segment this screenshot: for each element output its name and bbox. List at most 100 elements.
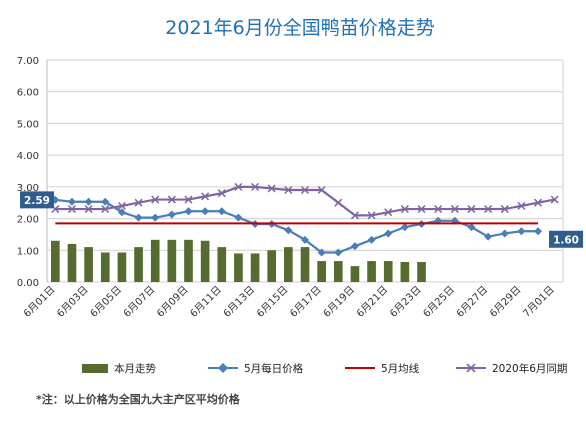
point-x <box>151 195 160 204</box>
x-tick-label: 6月13日 <box>221 284 257 320</box>
bar <box>267 250 277 282</box>
x-tick-label: 6月17日 <box>288 284 324 320</box>
x-tick-label: 6月01日 <box>21 284 57 320</box>
point-x <box>217 189 226 198</box>
point-diamond <box>201 207 210 216</box>
value-label-box <box>20 191 54 209</box>
point-diamond <box>67 197 76 206</box>
point-diamond <box>234 213 243 222</box>
bar <box>383 261 393 282</box>
x-tick-label: 6月27日 <box>454 284 490 320</box>
x-tick-label: 6月05日 <box>88 284 124 320</box>
y-axis-ticks: 0.00 1.00 2.00 3.00 4.00 5.00 6.00 7.00 <box>17 56 39 289</box>
legend-item-may-daily: 5月每日价格 <box>208 357 303 379</box>
legend-swatch-redline <box>345 367 375 369</box>
legend-label: 5月每日价格 <box>244 362 304 375</box>
point-x <box>267 184 276 193</box>
x-tick-label: 6月03日 <box>55 284 91 320</box>
bar <box>67 243 77 282</box>
bar <box>250 253 260 282</box>
bar <box>150 239 160 282</box>
lines <box>51 182 559 257</box>
x-axis-ticks: 6月01日6月03日6月05日6月07日6月09日6月11日6月13日6月15日… <box>21 284 556 320</box>
point-x <box>117 201 126 210</box>
legend-item-bar: 本月走势 <box>82 357 156 379</box>
bar <box>84 247 93 282</box>
y-tick-label: 7.00 <box>17 56 39 67</box>
bar <box>367 261 376 282</box>
point-x <box>417 205 426 214</box>
point-x <box>500 205 509 214</box>
x-tick-label: 6月29日 <box>487 284 523 320</box>
legend-label: 5月均线 <box>381 362 420 375</box>
point-x <box>367 211 376 220</box>
x-tick-label: 6月15日 <box>254 284 290 320</box>
point-diamond <box>367 235 376 244</box>
legend-swatch-bar <box>82 363 108 373</box>
point-x <box>450 205 459 214</box>
point-x <box>234 182 243 191</box>
point-diamond <box>534 227 543 236</box>
point-x <box>284 185 293 195</box>
point-diamond <box>151 213 160 222</box>
point-diamond <box>484 232 493 241</box>
point-diamond <box>317 248 326 257</box>
bar <box>400 262 410 282</box>
series-line <box>55 198 539 254</box>
x-tick-label: 6月19日 <box>321 284 357 320</box>
x-tick-label: 6月21日 <box>354 284 390 320</box>
point-diamond <box>467 223 476 232</box>
point-x <box>350 211 359 220</box>
bar <box>134 247 143 282</box>
point-diamond <box>284 226 293 235</box>
chart-title: 2021年6月份全国鸭苗价格走势 <box>165 17 434 39</box>
bars <box>50 239 426 282</box>
point-x <box>251 182 260 191</box>
point-x <box>300 185 310 195</box>
point-x <box>434 205 443 214</box>
value-label-box <box>549 230 584 248</box>
x-tick-label: 7月01日 <box>521 284 557 320</box>
point-diamond <box>384 229 393 238</box>
point-x <box>201 192 210 201</box>
series-line <box>55 185 555 217</box>
bar <box>117 252 127 282</box>
bar <box>350 266 360 282</box>
y-tick-label: 4.00 <box>17 151 39 162</box>
bar <box>50 240 60 282</box>
legend-item-may-avg: 5月均线 <box>345 357 419 379</box>
value-label: 2.59 <box>24 195 50 207</box>
bar <box>167 239 177 282</box>
y-tick-label: 5.00 <box>17 119 39 130</box>
legend-swatch-diamond <box>208 363 238 373</box>
footnote: *注：以上价格为全国九大主产区平均价格 <box>36 393 240 406</box>
point-diamond <box>167 210 176 219</box>
bar <box>417 262 426 282</box>
point-x <box>317 185 326 195</box>
point-x <box>384 208 393 217</box>
point-x <box>550 195 559 204</box>
point-x <box>484 205 493 214</box>
bar <box>184 239 193 282</box>
annotations: 2.59 1.60 <box>20 191 584 248</box>
x-tick-label: 6月07日 <box>121 284 157 320</box>
point-x <box>467 205 476 214</box>
point-diamond <box>500 229 509 238</box>
bar <box>333 261 343 282</box>
y-tick-label: 0.00 <box>17 278 39 289</box>
point-x <box>534 198 543 207</box>
point-diamond <box>400 223 409 232</box>
point-diamond <box>184 207 193 216</box>
bar <box>217 247 227 282</box>
bar <box>300 247 310 282</box>
point-diamond <box>117 208 126 217</box>
point-x <box>184 195 193 204</box>
point-x <box>84 205 93 214</box>
y-tick-label: 3.00 <box>17 183 39 194</box>
point-diamond <box>101 197 110 206</box>
point-x <box>167 195 176 204</box>
point-x <box>101 205 110 214</box>
bar <box>284 247 293 282</box>
x-tick-label: 6月11日 <box>188 284 224 320</box>
